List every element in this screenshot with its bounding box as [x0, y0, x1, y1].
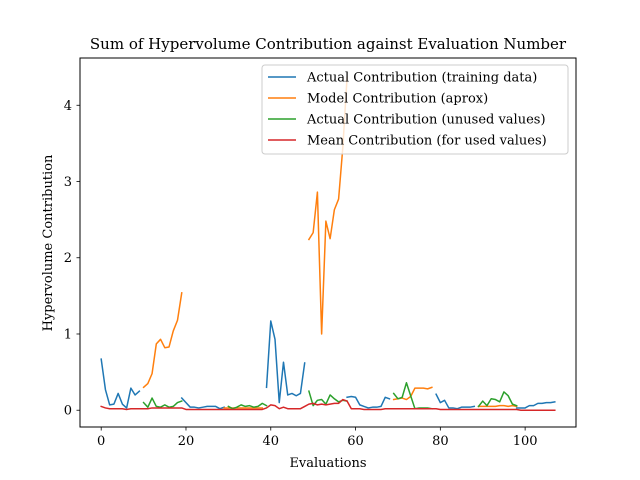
plot-lines	[100, 76, 556, 411]
x-tick-label: 40	[262, 434, 279, 449]
legend-label-1: Actual Contribution (training data)	[306, 71, 537, 86]
series-3-segment-5	[477, 391, 518, 408]
series-3-segment-1	[142, 397, 183, 408]
y-axis-ticks: 0 1 2 3 4	[64, 99, 80, 419]
series-2-segment-5	[477, 404, 518, 408]
legend-label-4: Mean Contribution (for used values)	[307, 134, 547, 149]
legend-label-2: Model Contribution (aprox)	[307, 92, 488, 107]
series-1-segment-5	[435, 393, 476, 410]
x-tick-label: 0	[97, 434, 105, 449]
x-tick-label: 20	[178, 434, 195, 449]
y-tick-label: 2	[64, 251, 72, 266]
series-1-segment-6	[515, 400, 556, 409]
y-tick-label: 3	[64, 175, 72, 190]
series-3-segment-2	[227, 402, 268, 410]
series-1-segment-1	[100, 358, 141, 409]
y-axis-label: Hypervolume Contribution	[41, 154, 56, 331]
legend-frame	[261, 64, 569, 155]
series-4-segment-1	[100, 398, 556, 411]
series-2-segment-3	[307, 76, 348, 335]
y-tick-label: 0	[64, 404, 72, 419]
series-1-segment-4	[346, 395, 391, 409]
legend: Actual Contribution (training data) Model…	[261, 64, 569, 155]
x-tick-label: 100	[513, 434, 538, 449]
legend-label-3: Actual Contribution (unused values)	[306, 113, 546, 128]
chart-title: Sum of Hypervolume Contribution against …	[90, 35, 567, 53]
series-1-segment-2	[180, 396, 226, 410]
y-tick-label: 1	[64, 327, 72, 342]
x-tick-label: 60	[347, 434, 364, 449]
series-2-segment-1	[142, 291, 183, 389]
x-tick-label: 80	[432, 434, 449, 449]
x-axis-label: Evaluations	[289, 456, 366, 471]
y-tick-label: 4	[64, 99, 72, 114]
series-3-segment-4	[392, 382, 433, 410]
axes-frame	[79, 57, 577, 428]
series-1-segment-3	[265, 320, 306, 404]
x-axis-ticks: 0 20 40 60 80 100	[97, 427, 538, 449]
